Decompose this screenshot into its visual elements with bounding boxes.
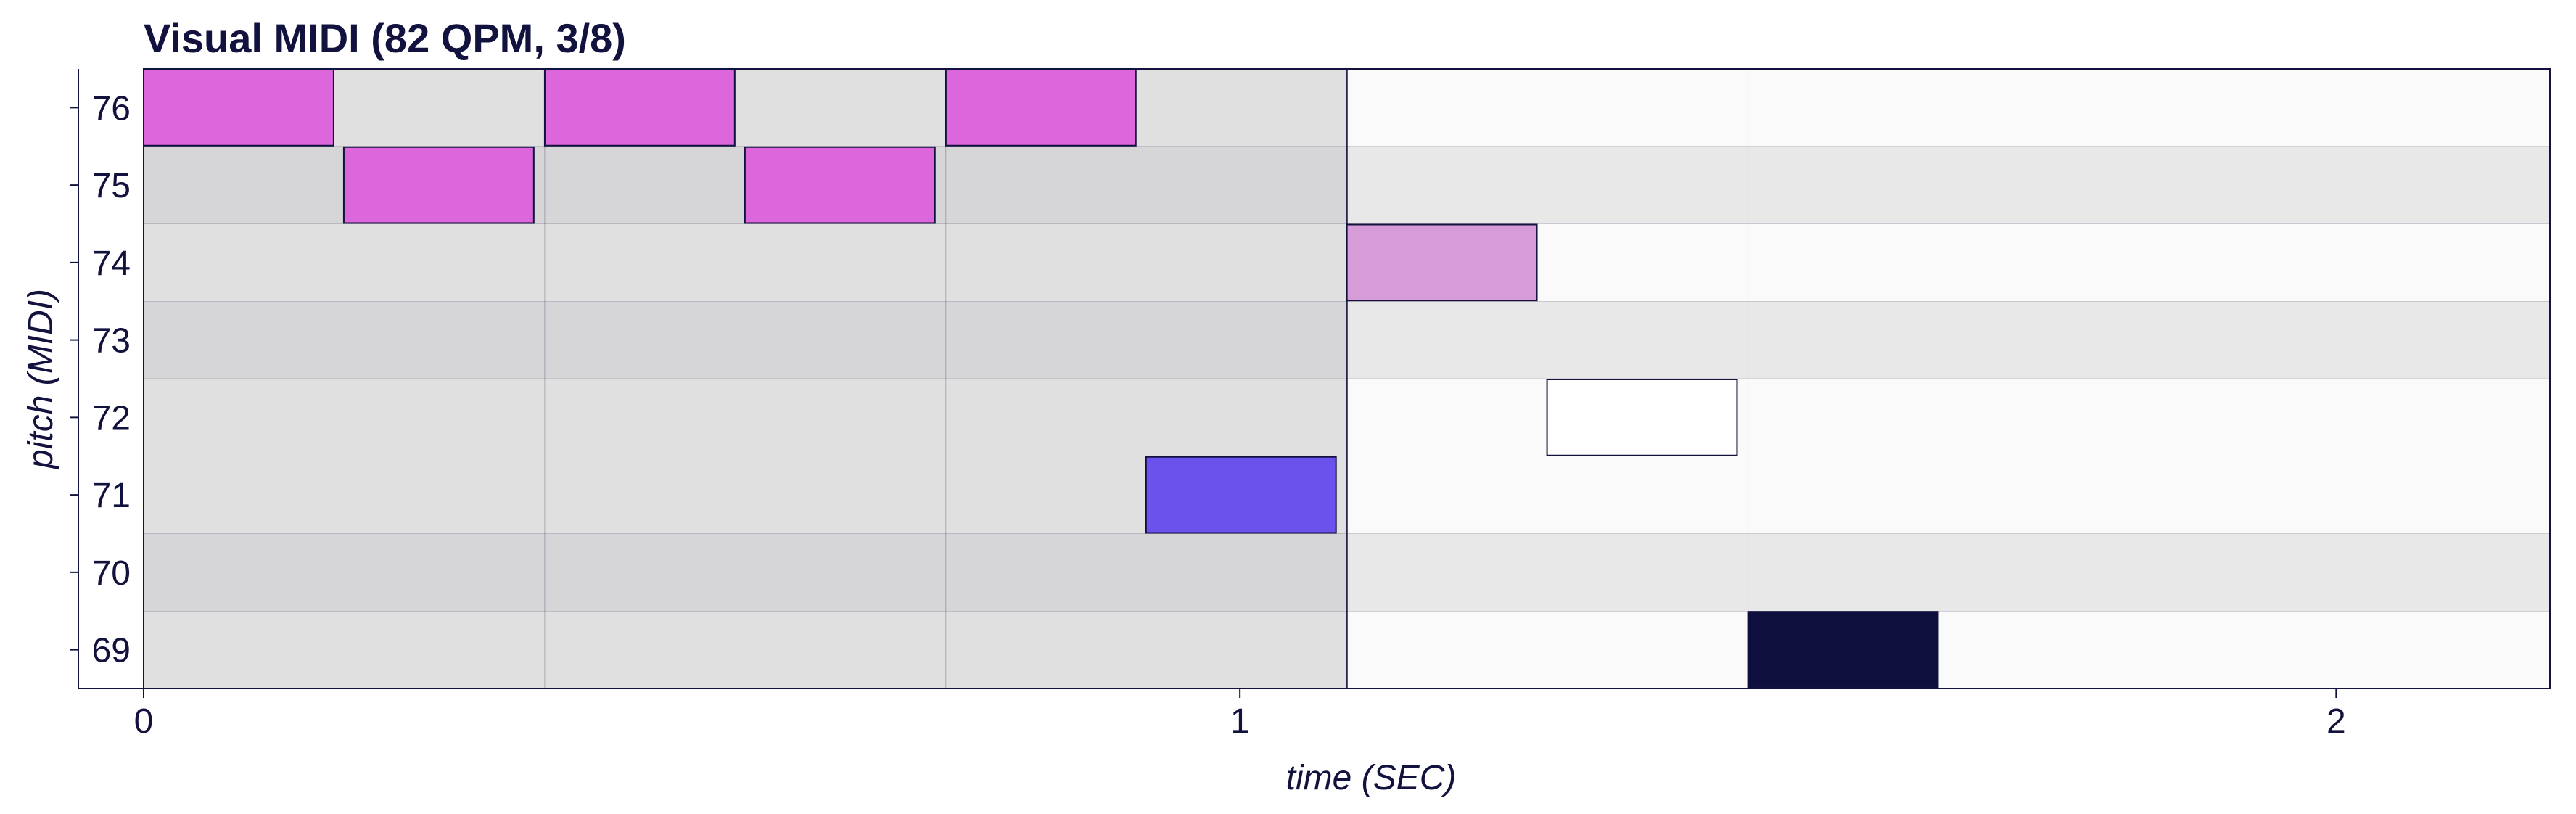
x-tick-label: 1 xyxy=(1230,702,1250,741)
background-row-69-m1 xyxy=(144,611,1347,688)
background-row-72-m1 xyxy=(144,379,1347,456)
background-row-76-m2 xyxy=(1346,69,2550,147)
y-tick-label: 73 xyxy=(92,322,131,361)
background-row-69-m2 xyxy=(1346,611,2550,688)
note-1-pitch-76 xyxy=(143,69,334,147)
background-row-74-m2 xyxy=(1346,223,2550,302)
y-tick-label: 74 xyxy=(92,244,131,283)
background-row-73-m2 xyxy=(1346,301,2550,379)
x-tick-label: 0 xyxy=(134,702,154,741)
background-row-70-m2 xyxy=(1346,533,2550,612)
background-row-74-m1 xyxy=(144,223,1347,302)
note-7-pitch-74 xyxy=(1346,223,1538,302)
background-row-76-m1 xyxy=(144,69,1347,147)
note-3-pitch-76 xyxy=(543,69,736,147)
background-row-75-m2 xyxy=(1346,146,2550,224)
y-tick-label: 69 xyxy=(92,632,131,670)
y-axis-label: pitch (MIDI) xyxy=(22,289,60,470)
x-axis-label: time (SEC) xyxy=(1286,759,1457,797)
y-tick-label: 70 xyxy=(92,554,131,593)
plot-background xyxy=(144,69,2550,688)
background-row-71-m2 xyxy=(1346,456,2550,534)
y-ticks: 69 70 71 72 73 74 75 76 xyxy=(70,89,131,670)
note-9-pitch-69 xyxy=(1747,611,1939,688)
note-6-pitch-71 xyxy=(1145,456,1337,534)
y-tick-label: 71 xyxy=(92,477,131,515)
note-8-pitch-72 xyxy=(1546,379,1738,456)
x-tick-label: 2 xyxy=(2326,702,2346,741)
x-ticks: 0 1 2 xyxy=(134,688,2346,741)
chart-title: Visual MIDI (82 QPM, 3/8) xyxy=(144,15,626,61)
background-row-70-m1 xyxy=(144,533,1347,612)
y-tick-label: 76 xyxy=(92,89,131,128)
notes xyxy=(143,69,1939,688)
note-4-pitch-75 xyxy=(744,146,936,224)
note-5-pitch-76 xyxy=(945,69,1137,147)
background-row-72-m2 xyxy=(1346,379,2550,456)
y-tick-label: 75 xyxy=(92,167,131,205)
note-2-pitch-75 xyxy=(342,146,535,224)
y-tick-label: 72 xyxy=(92,399,131,437)
background-row-73-m1 xyxy=(144,301,1347,379)
